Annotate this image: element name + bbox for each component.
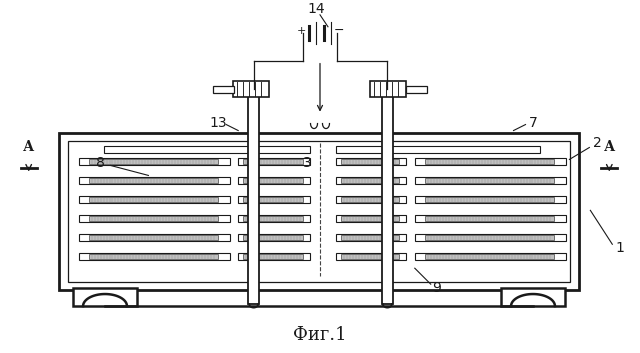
Text: 1: 1: [616, 241, 625, 255]
Bar: [238, 215, 310, 222]
Bar: [370, 80, 406, 97]
Bar: [88, 160, 218, 164]
Bar: [336, 215, 406, 222]
Bar: [88, 197, 218, 202]
Bar: [341, 235, 399, 240]
Bar: [243, 235, 303, 240]
Bar: [425, 216, 554, 221]
Bar: [341, 160, 399, 164]
Bar: [238, 253, 310, 260]
Bar: [336, 146, 540, 154]
Text: +: +: [296, 26, 306, 36]
Bar: [336, 158, 406, 166]
Bar: [72, 288, 138, 306]
Bar: [233, 80, 269, 97]
Bar: [415, 158, 566, 166]
Bar: [415, 234, 566, 241]
Text: 14: 14: [307, 2, 325, 16]
Bar: [79, 215, 230, 222]
Bar: [243, 160, 303, 164]
Bar: [79, 234, 230, 241]
Bar: [248, 83, 259, 304]
Bar: [68, 140, 570, 282]
Bar: [425, 254, 554, 259]
Bar: [415, 215, 566, 222]
Text: 9: 9: [432, 281, 441, 295]
Bar: [243, 197, 303, 202]
Bar: [243, 254, 303, 259]
Text: 2: 2: [593, 137, 602, 150]
Bar: [341, 216, 399, 221]
Bar: [336, 196, 406, 203]
Bar: [382, 83, 393, 304]
Bar: [341, 254, 399, 259]
Bar: [341, 178, 399, 184]
Bar: [425, 197, 554, 202]
Bar: [238, 234, 310, 241]
Text: 8: 8: [96, 156, 105, 170]
Bar: [88, 178, 218, 184]
Bar: [500, 288, 565, 306]
Bar: [88, 235, 218, 240]
Bar: [79, 178, 230, 184]
Bar: [415, 178, 566, 184]
Bar: [88, 216, 218, 221]
Bar: [59, 132, 579, 290]
Bar: [425, 160, 554, 164]
Bar: [238, 196, 310, 203]
Bar: [238, 158, 310, 166]
Bar: [88, 254, 218, 259]
Bar: [336, 234, 406, 241]
Bar: [243, 216, 303, 221]
Bar: [336, 253, 406, 260]
Text: 3: 3: [303, 156, 312, 170]
Bar: [79, 196, 230, 203]
Text: −: −: [333, 24, 344, 37]
Text: А: А: [604, 140, 615, 155]
Bar: [415, 196, 566, 203]
Bar: [341, 197, 399, 202]
Text: 7: 7: [529, 115, 538, 130]
Text: А: А: [23, 140, 35, 155]
Bar: [415, 253, 566, 260]
Bar: [243, 178, 303, 184]
Bar: [213, 86, 234, 92]
Text: Фиг.1: Фиг.1: [293, 326, 347, 344]
Bar: [79, 253, 230, 260]
Bar: [406, 86, 427, 92]
Bar: [104, 146, 310, 154]
Bar: [425, 235, 554, 240]
Text: 13: 13: [209, 115, 227, 130]
Bar: [238, 178, 310, 184]
Bar: [79, 158, 230, 166]
Bar: [425, 178, 554, 184]
Bar: [336, 178, 406, 184]
